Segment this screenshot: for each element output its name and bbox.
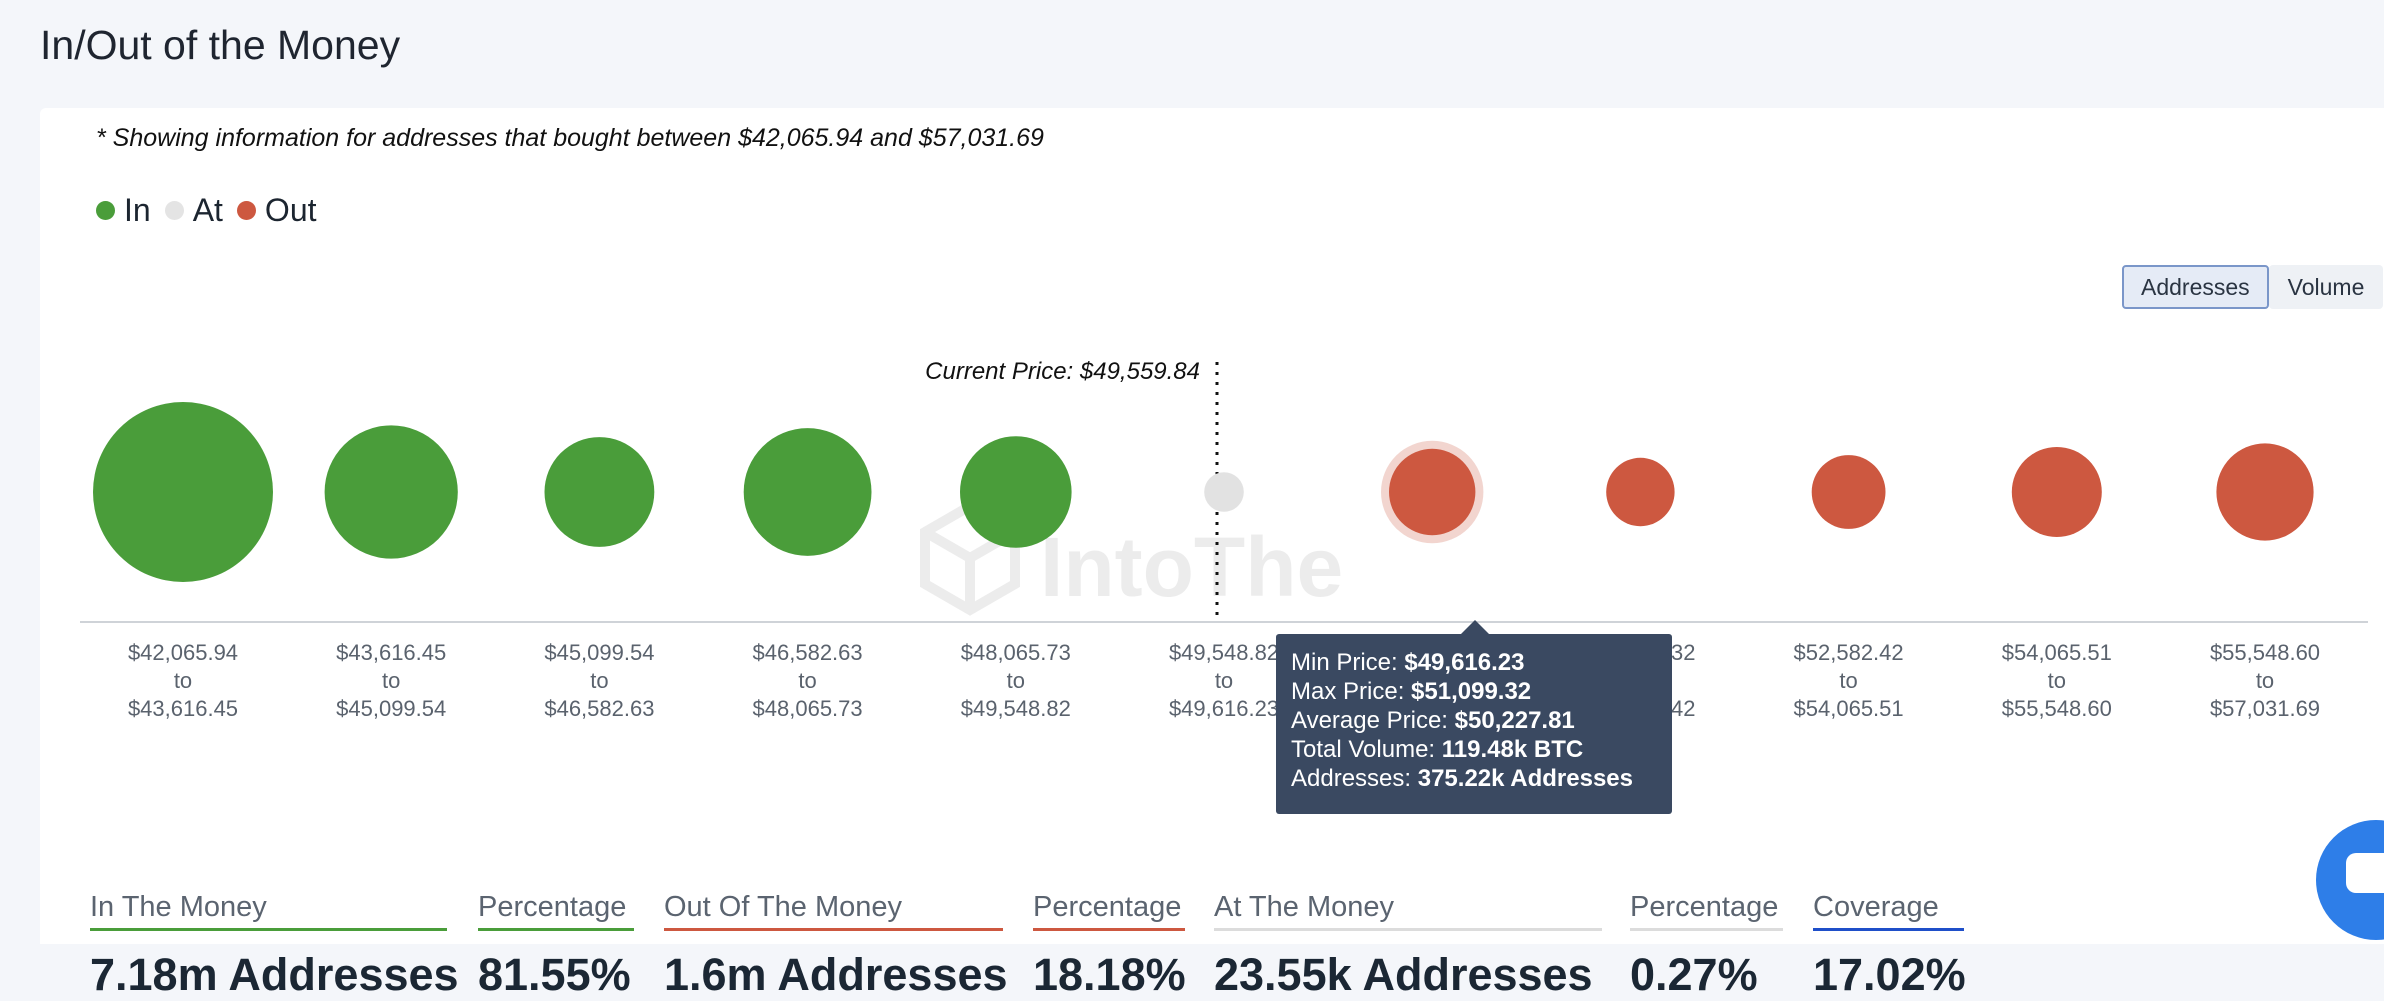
legend-dot-out bbox=[236, 201, 256, 220]
bubble-in-1[interactable] bbox=[93, 402, 273, 582]
tooltip-avg-value: $50,227.81 bbox=[1454, 707, 1575, 734]
current-price-label: Current Price: $49,559.84 bbox=[925, 358, 1200, 385]
x-tick-to: $48,065.73 bbox=[753, 696, 863, 721]
tooltip-addresses-value: 375.22k Addresses bbox=[1417, 765, 1633, 792]
legend-item-in[interactable]: In bbox=[96, 192, 151, 229]
bubble-group bbox=[93, 402, 2314, 582]
page-title: In/Out of the Money bbox=[40, 22, 401, 68]
x-tick-separator: to bbox=[1215, 668, 1233, 693]
x-tick-labels: $42,065.94 to $43,616.45 $43,616.45 to $45,09… bbox=[128, 640, 2320, 721]
range-note: * Showing information for addresses that… bbox=[96, 124, 1044, 152]
tooltip-addresses-label: Addresses: bbox=[1291, 765, 1412, 792]
x-tick-from: $45,099.54 bbox=[544, 640, 654, 665]
bubble-tooltip: Min Price: $49,616.23 Max Price: $51,099… bbox=[1276, 634, 1672, 814]
tooltip-volume-value: 119.48k BTC bbox=[1441, 736, 1584, 763]
x-tick-to: $49,548.82 bbox=[961, 696, 1071, 721]
stat-label: At The Money bbox=[1214, 891, 1395, 923]
bubble-out-9[interactable] bbox=[1811, 455, 1886, 529]
volume-toggle-button[interactable]: Volume bbox=[2268, 265, 2384, 309]
tooltip-max-label: Max Price: bbox=[1291, 678, 1405, 705]
x-tick-from: $55,548.60 bbox=[2210, 640, 2320, 665]
x-tick-to: $46,582.63 bbox=[544, 696, 654, 721]
stat-value: 17.02% bbox=[1813, 949, 1966, 1000]
x-tick-separator: to bbox=[2048, 668, 2066, 693]
bubble-out-11[interactable] bbox=[2216, 443, 2314, 541]
x-tick-separator: to bbox=[1839, 668, 1857, 693]
bubble-in-3[interactable] bbox=[544, 437, 655, 547]
x-tick-separator: to bbox=[590, 668, 608, 693]
stat-underline bbox=[1033, 928, 1185, 931]
legend-dot-at bbox=[164, 201, 184, 220]
tooltip-max-value: $51,099.32 bbox=[1411, 678, 1532, 705]
legend-dot-in bbox=[96, 201, 115, 220]
addresses-toggle-button[interactable]: Addresses bbox=[2122, 265, 2269, 309]
x-tick-from: $42,065.94 bbox=[128, 640, 238, 665]
x-tick-from: $54,065.51 bbox=[2002, 640, 2112, 665]
stat-underline bbox=[1813, 928, 1964, 931]
bubble-in-5[interactable] bbox=[960, 436, 1072, 548]
tooltip-min-value: $49,616.23 bbox=[1404, 649, 1525, 676]
x-tick-separator: to bbox=[2256, 668, 2274, 693]
bubble-out-8[interactable] bbox=[1606, 457, 1675, 527]
bubble-in-4[interactable] bbox=[743, 428, 872, 556]
x-tick-separator: to bbox=[174, 668, 192, 693]
stat-underline bbox=[1630, 928, 1783, 931]
x-tick-from: $43,616.45 bbox=[336, 640, 446, 665]
x-tick-to: $57,031.69 bbox=[2210, 696, 2320, 721]
watermark-text: IntoThe bbox=[1040, 520, 1343, 614]
bubble-in-2[interactable] bbox=[324, 425, 458, 559]
x-tick-to: $55,548.60 bbox=[2002, 696, 2112, 721]
stat-value: 7.18m Addresses bbox=[90, 949, 459, 1000]
chart-card: * Showing information for addresses that… bbox=[40, 108, 2384, 1000]
stat-value: 1.6m Addresses bbox=[664, 949, 1008, 1000]
tooltip-min-label: Min Price: bbox=[1291, 649, 1398, 676]
legend-label-out: Out bbox=[264, 192, 317, 228]
stat-label: Percentage bbox=[1033, 891, 1182, 923]
stat-underline bbox=[478, 928, 634, 931]
stat-label: Percentage bbox=[478, 891, 627, 923]
bubble-out-7[interactable] bbox=[1389, 448, 1476, 536]
stat-label: In The Money bbox=[90, 891, 267, 923]
tooltip-avg-label: Average Price: bbox=[1291, 707, 1448, 734]
stat-underline bbox=[1214, 928, 1602, 931]
x-tick-separator: to bbox=[798, 668, 816, 693]
x-tick-from: $48,065.73 bbox=[961, 640, 1071, 665]
stat-value: 81.55% bbox=[478, 949, 631, 1000]
metric-toggle: Addresses Volume bbox=[2122, 265, 2384, 309]
legend-label-at: At bbox=[192, 192, 223, 228]
legend-label-in: In bbox=[124, 192, 151, 228]
x-tick-to: $54,065.51 bbox=[1794, 696, 1904, 721]
x-tick-separator: to bbox=[1007, 668, 1025, 693]
x-tick-to: $49,616.23 bbox=[1169, 696, 1279, 721]
legend: In At Out bbox=[96, 192, 331, 229]
tooltip-volume-row: Total Volume: 119.48k BTC bbox=[1291, 735, 1657, 764]
x-tick-separator: to bbox=[382, 668, 400, 693]
stat-value: 23.55k Addresses bbox=[1214, 949, 1593, 1000]
stat-underline bbox=[664, 928, 1003, 931]
stat-underline bbox=[90, 928, 447, 931]
legend-item-at[interactable]: At bbox=[164, 192, 223, 229]
tooltip-avg-row: Average Price: $50,227.81 bbox=[1291, 706, 1657, 735]
stat-label: Coverage bbox=[1813, 891, 1939, 923]
tooltip-caret bbox=[1461, 620, 1489, 634]
x-tick-from: $52,582.42 bbox=[1794, 640, 1904, 665]
stat-value: 0.27% bbox=[1630, 949, 1758, 1000]
stat-label: Out Of The Money bbox=[664, 891, 903, 923]
legend-item-out[interactable]: Out bbox=[236, 192, 317, 229]
x-tick-to: $45,099.54 bbox=[336, 696, 446, 721]
stat-value: 18.18% bbox=[1033, 949, 1186, 1000]
bubble-at-6[interactable] bbox=[1204, 472, 1244, 512]
tooltip-max-row: Max Price: $51,099.32 bbox=[1291, 677, 1657, 706]
x-tick-to: $43,616.45 bbox=[128, 696, 238, 721]
chat-icon bbox=[2346, 853, 2384, 893]
tooltip-min-row: Min Price: $49,616.23 bbox=[1291, 648, 1657, 677]
x-tick-from: $46,582.63 bbox=[753, 640, 863, 665]
x-tick-from: $49,548.82 bbox=[1169, 640, 1279, 665]
stat-label: Percentage bbox=[1630, 891, 1779, 923]
bubble-out-10[interactable] bbox=[2011, 447, 2102, 537]
tooltip-addresses-row: Addresses: 375.22k Addresses bbox=[1291, 764, 1657, 793]
tooltip-volume-label: Total Volume: bbox=[1291, 736, 1436, 763]
bubble-chart: IntoThe Current Price: $49,559.84 $42,06… bbox=[80, 358, 2368, 721]
